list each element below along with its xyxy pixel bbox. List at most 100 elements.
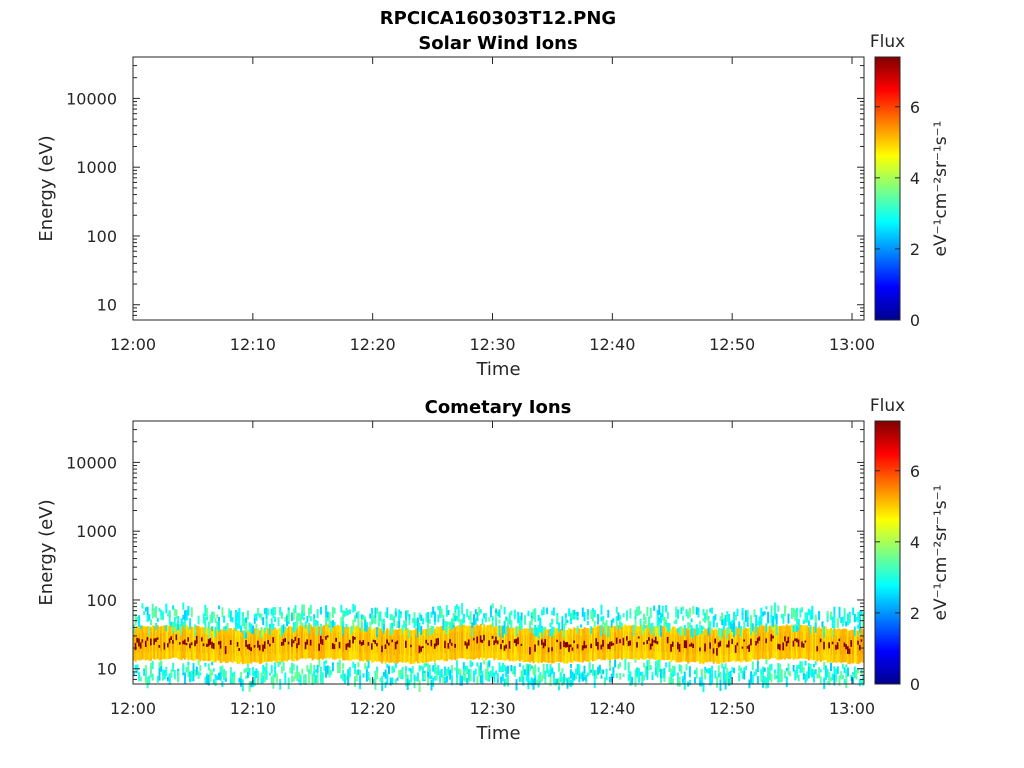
spectrogram-cell	[209, 637, 212, 645]
spectrogram-cell	[646, 640, 649, 645]
spectrogram-cell	[214, 617, 217, 624]
spectrogram-cell	[483, 634, 486, 641]
spectrogram-cell	[386, 628, 389, 662]
y-tick-label: 10	[97, 296, 117, 315]
spectrogram-cell	[326, 665, 329, 674]
spectrogram-cell	[770, 663, 773, 671]
spectrogram-cell	[831, 641, 834, 645]
spectrogram-cell	[420, 614, 423, 622]
spectrogram-cell	[580, 624, 583, 628]
spectrogram-cell	[566, 619, 569, 624]
spectrogram-cell	[530, 665, 533, 669]
spectrogram-cell	[498, 662, 501, 673]
spectrogram-cell	[525, 628, 528, 662]
spectrogram-cell	[610, 619, 613, 628]
spectrogram-cell	[768, 625, 771, 660]
spectrogram-cell	[813, 626, 815, 661]
spectrogram-cell	[602, 669, 605, 674]
spectrogram-cell	[158, 644, 161, 648]
spectrogram-cell	[777, 671, 780, 683]
spectrogram-cell	[585, 645, 588, 649]
spectrogram-cell	[534, 624, 537, 637]
spectrogram-cell	[772, 635, 775, 639]
spectrogram-cell	[653, 605, 656, 611]
spectrogram-cell	[530, 618, 533, 626]
spectrogram-cell	[350, 626, 353, 661]
spectrogram-cell	[425, 629, 428, 663]
spectrogram-cell	[399, 628, 402, 663]
spectrogram-cell	[396, 621, 399, 628]
spectrogram-cell	[634, 609, 637, 620]
spectrogram-cell	[355, 625, 358, 660]
spectrogram-cell	[807, 666, 810, 679]
spectrogram-cell	[473, 614, 475, 626]
spectrogram-cell	[522, 674, 525, 686]
spectrogram-cell	[235, 628, 237, 663]
spectrogram-cell	[558, 662, 560, 667]
spectrogram-cell	[522, 628, 525, 663]
spectrogram-cell	[445, 621, 448, 633]
spectrogram-cell	[491, 635, 494, 639]
spectrogram-cell	[649, 607, 652, 619]
spectrogram-cell	[680, 628, 683, 662]
spectrogram-cell	[456, 615, 458, 621]
spectrogram-cell	[668, 661, 671, 673]
spectrogram-cell	[644, 626, 647, 660]
spectrogram-cell	[173, 624, 176, 658]
spectrogram-cell	[214, 626, 217, 638]
spectrogram-cell	[442, 626, 445, 661]
spectrogram-cell	[643, 620, 645, 625]
spectrogram-cell	[343, 610, 346, 617]
spectrogram-cell	[848, 648, 851, 655]
spectrogram-cell	[755, 625, 758, 633]
spectrogram-cell	[855, 670, 858, 680]
spectrogram-cell	[270, 608, 273, 614]
spectrogram-cell	[393, 629, 396, 664]
spectrogram-cell	[408, 629, 411, 638]
spectrogram-cell	[671, 665, 674, 672]
spectrogram-cell	[571, 647, 574, 651]
spectrogram-cell	[457, 668, 460, 675]
spectrogram-cell	[207, 639, 210, 647]
spectrogram-cell	[360, 642, 363, 646]
spectrogram-cell	[461, 624, 464, 659]
spectrogram-cell	[391, 665, 394, 671]
spectrogram-cell	[238, 630, 241, 664]
spectrogram-cell	[845, 621, 848, 627]
spectrogram-cell	[726, 644, 729, 648]
spectrogram-cell	[202, 643, 205, 647]
spectrogram-cell	[323, 661, 326, 671]
spectrogram-cell	[802, 643, 805, 648]
spectrogram-cell	[376, 666, 379, 675]
spectrogram-cell	[537, 640, 540, 646]
spectrogram-cell	[357, 669, 360, 676]
spectrogram-cell	[185, 642, 188, 646]
spectrogram-cell	[459, 619, 462, 628]
spectrogram-cell	[513, 672, 516, 677]
spectrogram-cell	[158, 607, 161, 612]
spectrogram-cell	[722, 618, 725, 630]
spectrogram-cell	[561, 668, 564, 674]
spectrogram-cell	[481, 618, 484, 625]
spectrogram-cell	[440, 625, 443, 660]
spectrogram-cell	[830, 616, 832, 621]
spectrogram-cell	[643, 662, 645, 668]
spectrogram-cell	[265, 662, 268, 672]
spectrogram-cell	[314, 625, 317, 659]
spectrogram-cell	[724, 673, 727, 681]
spectrogram-cell	[663, 668, 666, 676]
spectrogram-cell	[525, 663, 528, 675]
spectrogram-cell	[197, 615, 200, 625]
spectrogram-cell	[641, 625, 644, 660]
spectrogram-cell	[435, 670, 438, 681]
spectrogram-cell	[773, 673, 776, 680]
spectrogram-cell	[841, 618, 844, 627]
spectrogram-cell	[301, 622, 304, 628]
spectrogram-cell	[168, 638, 171, 644]
spectrogram-cell	[503, 627, 506, 662]
spectrogram-cell	[705, 609, 708, 621]
spectrogram-cell	[529, 629, 532, 663]
spectrogram-cell	[309, 604, 312, 615]
spectrogram-cell	[272, 623, 275, 630]
spectrogram-cell	[461, 618, 464, 626]
